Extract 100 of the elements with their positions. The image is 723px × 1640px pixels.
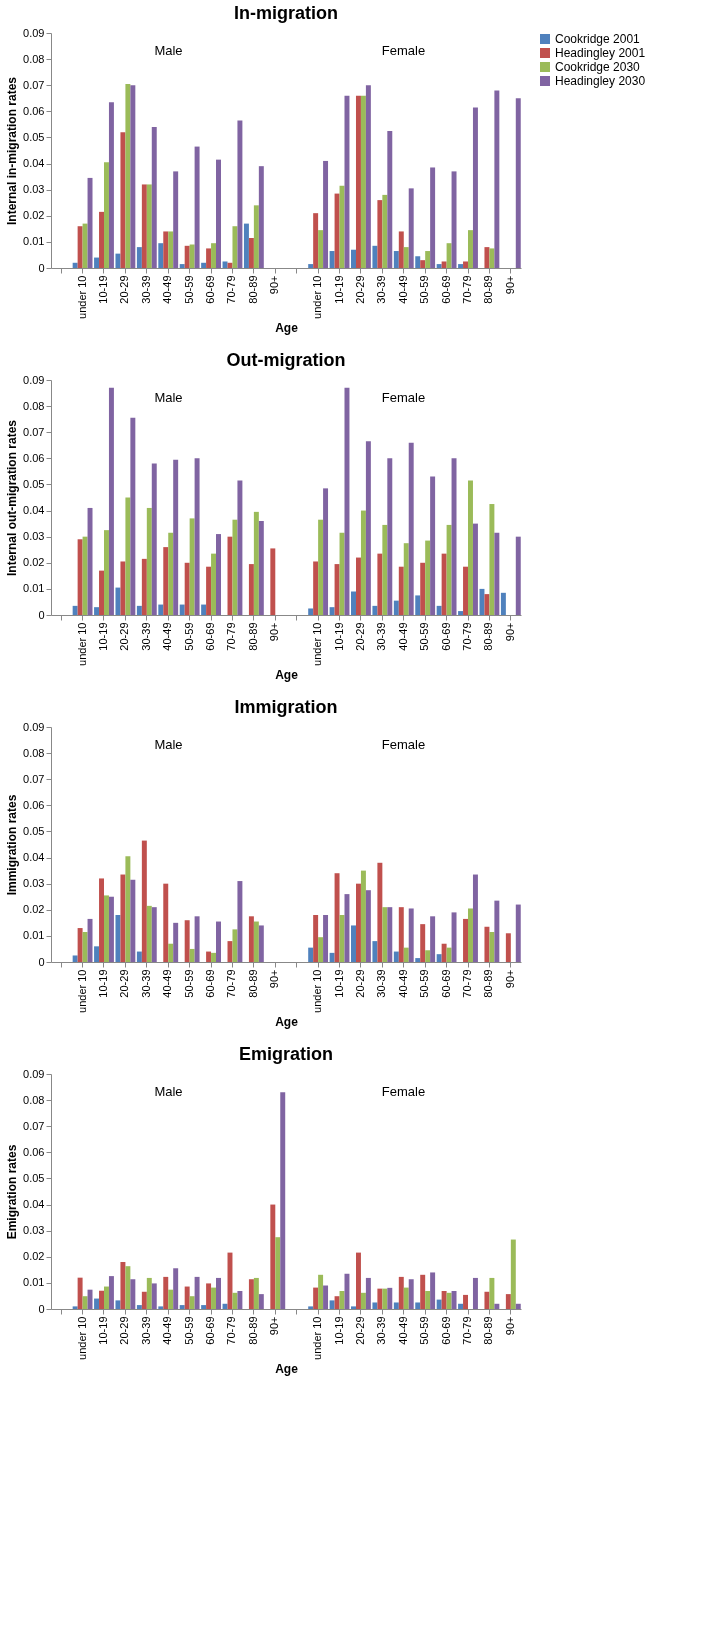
x-tick-label: 20-29 (353, 622, 366, 651)
x-tick-label: under 10 (75, 969, 88, 1013)
bar (243, 223, 249, 268)
bar (420, 260, 426, 268)
bar (237, 881, 243, 962)
bar (505, 1294, 511, 1309)
bar (163, 547, 169, 615)
y-tick-label: 0.02 (23, 1250, 45, 1263)
x-tick-label: under 10 (75, 275, 88, 319)
x-tick-label: 80-89 (482, 1316, 495, 1345)
bar (360, 95, 366, 268)
x-tick-label: under 10 (311, 622, 324, 666)
bar (360, 1292, 366, 1309)
bar (515, 1303, 521, 1309)
bar (351, 1306, 356, 1309)
bar (436, 1299, 442, 1309)
y-tick-label: 0.02 (23, 556, 45, 569)
bar (94, 946, 100, 962)
bar (270, 1204, 276, 1309)
bar (115, 915, 121, 962)
bar (184, 245, 190, 268)
bar (146, 184, 152, 268)
x-tick-label: 60-69 (439, 969, 452, 998)
bar (463, 918, 468, 962)
bar (415, 958, 421, 962)
bar (393, 251, 399, 268)
bar (99, 570, 104, 615)
x-tick-label: 40-49 (161, 622, 174, 651)
bar (387, 130, 393, 268)
bar (280, 1092, 286, 1309)
y-tick-label: 0.05 (23, 130, 45, 143)
bar (194, 916, 200, 962)
bar (87, 177, 93, 268)
bar (382, 194, 388, 268)
bar (420, 1274, 426, 1309)
bar (430, 916, 436, 962)
annotation: Male (154, 1084, 183, 1099)
y-tick-label: 0.05 (23, 477, 45, 490)
y-tick-label: 0.08 (23, 399, 45, 412)
bar (463, 261, 468, 268)
x-axis-title: Age (275, 320, 299, 335)
x-tick-label: 90+ (268, 1316, 281, 1336)
x-tick-label: 70-79 (225, 1316, 238, 1345)
bar (446, 524, 452, 615)
y-tick-label: 0.09 (23, 26, 45, 39)
x-tick-label: 20-29 (118, 969, 131, 998)
bar (173, 171, 179, 268)
bar (415, 595, 421, 615)
bar (82, 931, 88, 962)
bar (463, 1294, 468, 1309)
x-axis-title: Age (275, 667, 299, 682)
bar (201, 604, 207, 615)
bar (189, 518, 195, 615)
bar (151, 1283, 157, 1309)
x-tick-label: 70-79 (225, 275, 238, 304)
bar (355, 95, 361, 268)
annotation: Female (381, 390, 426, 405)
bar (458, 1303, 464, 1309)
bar (216, 921, 221, 962)
bar (130, 417, 136, 615)
bar (344, 894, 350, 962)
y-tick-label: 0.07 (23, 772, 45, 785)
bar (468, 480, 473, 615)
x-tick-label: 90+ (503, 275, 516, 295)
bar (173, 922, 179, 962)
bar (403, 543, 409, 615)
bar (125, 497, 131, 615)
bar (355, 883, 361, 962)
x-tick-label: 90+ (503, 622, 516, 642)
bar (270, 548, 276, 615)
y-tick-label: 0.04 (23, 504, 45, 517)
bar (344, 1273, 350, 1309)
bar (237, 120, 243, 268)
x-tick-label: 60-69 (204, 275, 217, 304)
bar (163, 1276, 169, 1309)
y-tick-label: 0.09 (23, 720, 45, 733)
bar (158, 604, 164, 615)
bar (258, 166, 264, 268)
x-tick-label: 50-59 (418, 1316, 431, 1345)
x-tick-label: 60-69 (439, 622, 452, 651)
bar (189, 1296, 195, 1309)
bar (472, 874, 478, 962)
bar (130, 879, 136, 962)
x-tick-label: 90+ (503, 969, 516, 989)
bar (334, 873, 340, 962)
bar (248, 1279, 254, 1309)
y-axis-title: Internal out-migration rates (5, 419, 20, 577)
bar (194, 146, 200, 268)
bar (387, 907, 393, 962)
bar (436, 605, 442, 615)
annotation: Male (154, 390, 183, 405)
bar (216, 159, 221, 268)
x-tick-label: 50-59 (182, 275, 195, 304)
bar (104, 530, 109, 615)
bar (94, 257, 100, 268)
bar (108, 1276, 114, 1309)
bar (120, 132, 126, 268)
x-tick-label: 70-79 (461, 622, 473, 651)
bar (387, 458, 393, 615)
x-tick-label: 90+ (268, 275, 281, 295)
